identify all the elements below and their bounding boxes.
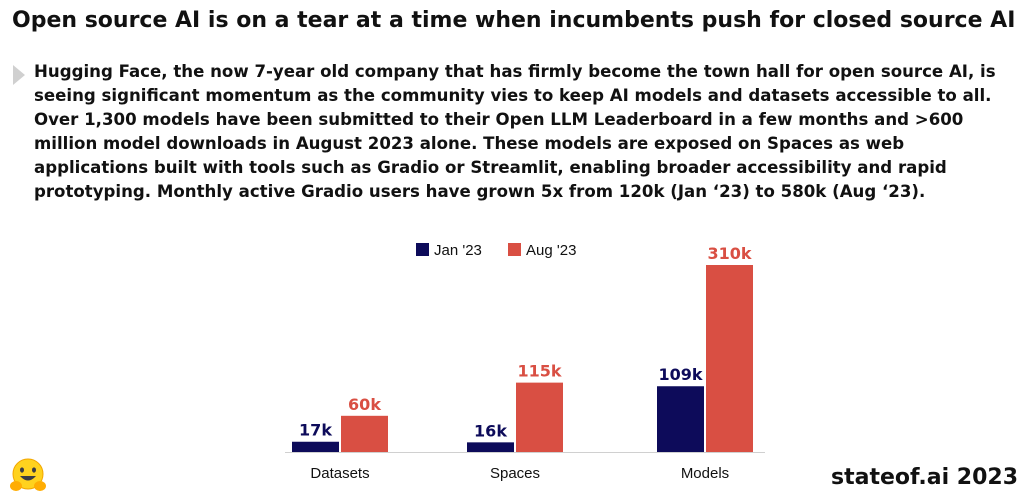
x-tick-label-models: Models xyxy=(681,465,729,482)
bar-chart: Jan '23 Aug '23 17k 60k Datasets 16k 115k Spac… xyxy=(0,230,1028,502)
hugging-face-emoji-icon xyxy=(10,458,46,491)
chart-legend: Jan '23 Aug '23 xyxy=(416,242,576,259)
chart-bars: 17k 60k Datasets 16k 115k Spaces 109k 310k Model… xyxy=(292,244,753,482)
bar-chart-svg: Jan '23 Aug '23 17k 60k Datasets 16k 115k Spac… xyxy=(285,242,765,482)
legend-swatch-jan xyxy=(416,243,429,256)
bar-models-jan xyxy=(657,386,704,452)
body-paragraph: Hugging Face, the now 7-year old company… xyxy=(34,62,996,201)
bar-datasets-aug xyxy=(341,415,388,452)
bar-spaces-aug xyxy=(516,382,563,452)
legend-swatch-aug xyxy=(508,243,521,256)
data-label-models-jan: 109k xyxy=(658,365,702,384)
legend-label-jan: Jan '23 xyxy=(434,242,482,259)
bullet-arrow-icon xyxy=(13,65,25,85)
data-label-spaces-jan: 16k xyxy=(474,421,507,440)
slide-title: Open source AI is on a tear at a time wh… xyxy=(12,8,1016,33)
bar-models-aug xyxy=(706,265,753,452)
x-tick-label-spaces: Spaces xyxy=(490,465,540,482)
data-label-datasets-aug: 60k xyxy=(348,395,381,414)
data-label-models-aug: 310k xyxy=(707,244,751,263)
data-label-spaces-aug: 115k xyxy=(517,362,561,381)
bar-datasets-jan xyxy=(292,441,339,452)
data-label-datasets-jan: 17k xyxy=(299,421,332,440)
brand-label: stateof.ai 2023 xyxy=(830,465,1018,490)
x-tick-label-datasets: Datasets xyxy=(310,465,369,482)
bar-spaces-jan xyxy=(467,442,514,452)
legend-label-aug: Aug '23 xyxy=(526,242,576,259)
